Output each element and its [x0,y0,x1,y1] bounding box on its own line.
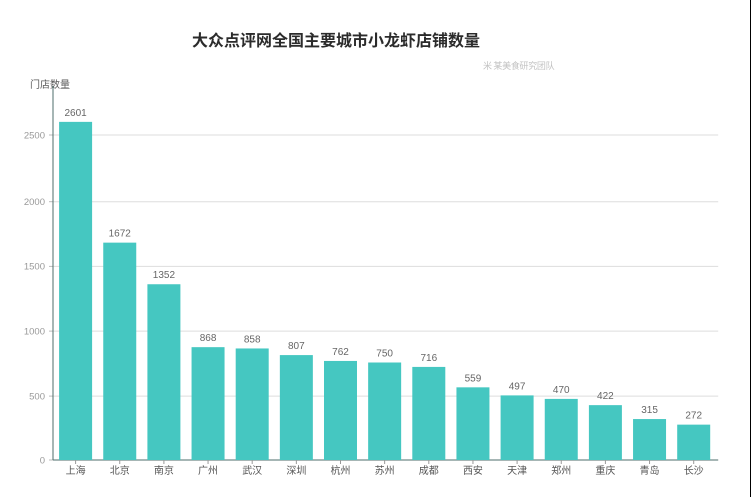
svg-text:杭州: 杭州 [331,462,351,477]
svg-text:807: 807 [288,341,305,352]
svg-text:2000: 2000 [24,197,45,208]
svg-text:716: 716 [420,353,437,364]
svg-text:422: 422 [597,391,614,402]
svg-text:272: 272 [685,411,702,422]
svg-text:武汉: 武汉 [242,462,262,477]
svg-text:青岛: 青岛 [640,462,660,477]
svg-text:868: 868 [200,333,217,344]
svg-text:1500: 1500 [24,262,45,273]
svg-text:长沙: 长沙 [684,462,704,477]
svg-text:0: 0 [40,455,45,466]
svg-text:天津: 天津 [507,462,527,477]
svg-text:500: 500 [29,391,45,402]
svg-text:成都: 成都 [419,462,439,477]
svg-text:858: 858 [244,334,261,345]
svg-text:2500: 2500 [24,130,45,141]
svg-text:广州: 广州 [198,462,218,477]
svg-text:上海: 上海 [66,462,86,477]
svg-text:郑州: 郑州 [551,462,571,477]
svg-text:750: 750 [376,349,393,360]
svg-text:470: 470 [553,385,570,396]
svg-text:西安: 西安 [463,462,483,477]
svg-text:559: 559 [465,373,482,384]
svg-text:北京: 北京 [110,462,130,477]
svg-text:南京: 南京 [154,462,174,477]
svg-text:1352: 1352 [153,270,176,281]
svg-text:1000: 1000 [24,326,45,337]
svg-text:2601: 2601 [64,108,87,119]
svg-text:苏州: 苏州 [375,462,395,477]
svg-text:1672: 1672 [109,229,132,240]
svg-text:497: 497 [509,381,526,392]
svg-text:762: 762 [332,347,349,358]
svg-text:重庆: 重庆 [595,462,615,477]
svg-text:深圳: 深圳 [286,462,306,477]
svg-text:315: 315 [641,405,658,416]
